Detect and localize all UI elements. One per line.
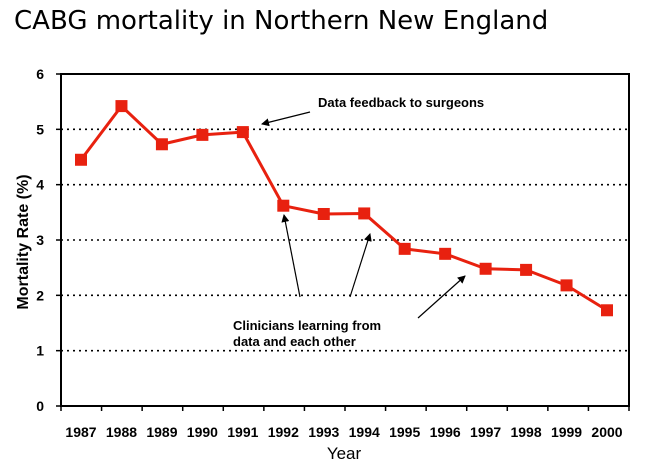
data-point <box>196 128 209 141</box>
data-point <box>75 153 87 166</box>
x-tick-label: 2000 <box>591 424 622 440</box>
data-point <box>520 263 533 276</box>
annotation-learning: Clinicians learning from <box>233 318 381 333</box>
y-tick-label: 2 <box>36 287 44 303</box>
x-tick-label: 1998 <box>510 424 541 440</box>
x-tick-label: 1994 <box>349 424 380 440</box>
axes <box>56 73 630 411</box>
chart-title: CABG mortality in Northern New England <box>14 6 549 36</box>
data-point <box>317 207 330 220</box>
x-tick-label: 1999 <box>551 424 582 440</box>
y-tick-label: 0 <box>36 398 44 414</box>
x-tick-label: 1988 <box>106 424 137 440</box>
data-point <box>115 100 128 113</box>
annotations: Data feedback to surgeons Clinicians lear… <box>233 95 484 349</box>
y-tick-label: 3 <box>36 232 44 248</box>
annotation-arrow <box>349 233 372 298</box>
x-tick-labels: 1987 1988 1989 1990 1991 1992 1993 1994 1995 1996… <box>65 424 622 440</box>
y-tick-label: 6 <box>36 66 44 82</box>
annotation-learning-2: data and each other <box>233 334 356 349</box>
y-tick-labels: 0 1 2 3 4 5 6 <box>36 66 44 414</box>
x-tick-label: 1993 <box>308 424 339 440</box>
annotation-arrow <box>261 111 311 127</box>
data-point <box>439 247 452 260</box>
x-tick-label: 1989 <box>146 424 177 440</box>
data-point <box>398 242 411 255</box>
x-tick-label: 1997 <box>470 424 501 440</box>
y-axis-label: Mortality Rate (%) <box>15 174 32 309</box>
data-point <box>601 304 613 317</box>
series-line <box>79 104 608 312</box>
data-point <box>236 126 249 139</box>
gridlines <box>61 128 629 352</box>
annotation-arrow <box>417 275 466 319</box>
x-tick-label: 1987 <box>65 424 96 440</box>
data-point <box>560 279 573 292</box>
x-axis-label: Year <box>327 444 362 463</box>
annotation-arrow <box>281 214 301 298</box>
data-point <box>277 199 290 212</box>
data-point <box>358 207 371 220</box>
x-tick-label: 1995 <box>389 424 420 440</box>
annotation-feedback: Data feedback to surgeons <box>318 95 484 110</box>
x-tick-label: 1996 <box>430 424 461 440</box>
x-tick-label: 1990 <box>187 424 218 440</box>
series-group <box>75 100 613 317</box>
data-point <box>155 138 168 151</box>
y-tick-label: 5 <box>36 121 44 137</box>
x-tick-label: 1991 <box>227 424 258 440</box>
y-tick-label: 1 <box>36 343 44 359</box>
x-tick-label: 1992 <box>268 424 299 440</box>
data-point <box>479 262 492 275</box>
y-tick-label: 4 <box>36 177 44 193</box>
